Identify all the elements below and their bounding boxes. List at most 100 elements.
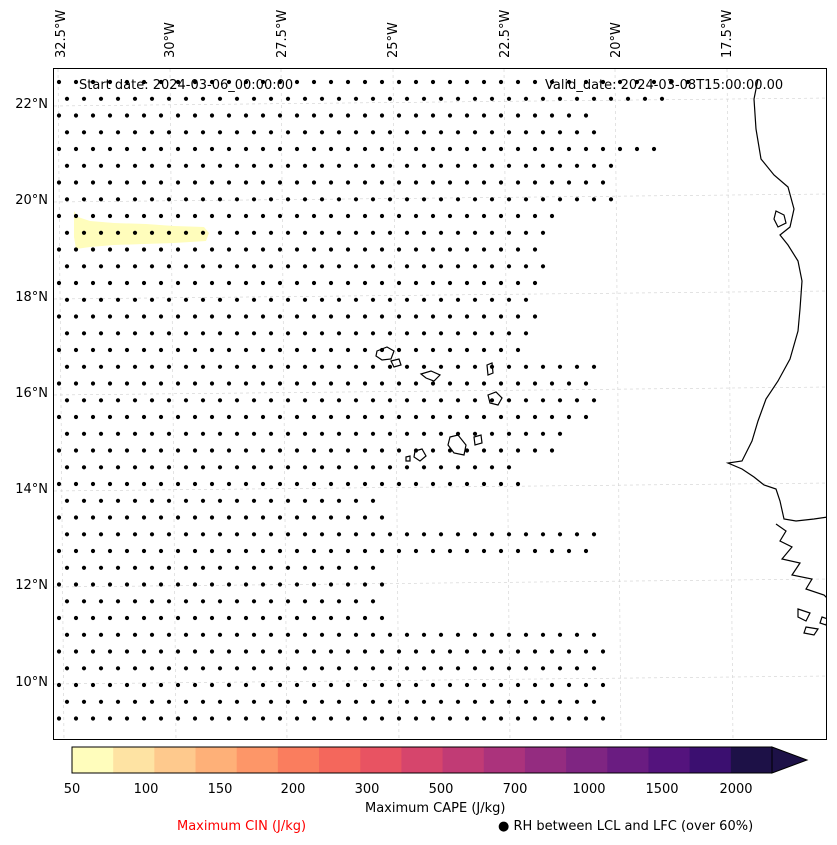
rh-dot	[285, 465, 291, 470]
rh-dot	[234, 666, 240, 671]
rh-dot	[175, 716, 181, 721]
rh-dot	[532, 146, 538, 152]
rh-dot	[192, 146, 198, 152]
rh-dot	[268, 565, 274, 570]
rh-dot	[294, 481, 300, 487]
rh-dot	[81, 498, 87, 503]
rh-dot	[659, 96, 665, 101]
rh-dot	[566, 79, 572, 85]
rh-dot	[192, 414, 198, 420]
rh-dot	[192, 79, 198, 85]
rh-dot	[302, 398, 308, 403]
rh-dot	[481, 548, 487, 554]
rh-dot	[311, 79, 317, 85]
rh-dot	[64, 565, 70, 570]
rh-dot	[226, 649, 232, 654]
rh-dot	[285, 130, 291, 135]
rh-dot	[56, 515, 62, 520]
rh-dot	[124, 481, 130, 487]
rh-dot	[396, 716, 402, 721]
rh-dot	[56, 280, 62, 286]
rh-dot	[387, 264, 393, 269]
rh-dot	[81, 130, 87, 135]
rh-dot	[421, 230, 427, 235]
rh-dot	[387, 398, 393, 403]
rh-dot	[447, 247, 453, 252]
graticule-meridian	[57, 69, 65, 739]
rh-dot	[285, 431, 291, 436]
rh-dot	[294, 213, 300, 219]
rh-dot	[362, 716, 368, 721]
rh-dot	[498, 347, 504, 353]
rh-dot	[277, 682, 283, 688]
rh-dot	[362, 146, 368, 152]
rh-dot	[141, 180, 147, 185]
rh-dot	[506, 699, 512, 704]
rh-dot	[90, 280, 96, 286]
rh-dot	[404, 297, 410, 302]
rh-dot	[73, 615, 79, 621]
rh-dot	[345, 113, 351, 118]
rh-dot	[200, 498, 206, 503]
rh-dot	[387, 197, 393, 202]
rh-dot	[421, 632, 427, 637]
rh-dot	[166, 197, 172, 202]
rh-dot	[217, 666, 223, 671]
rh-dot	[107, 381, 113, 386]
rh-dot	[234, 498, 240, 503]
rh-dot	[319, 431, 325, 436]
rh-dot	[90, 213, 96, 219]
rh-dot	[81, 532, 87, 537]
rh-dot	[472, 431, 478, 436]
rh-dot	[175, 146, 181, 152]
rh-dot	[64, 264, 70, 269]
rh-dot	[557, 532, 563, 537]
rh-dot	[209, 414, 215, 420]
rh-dot	[634, 79, 640, 85]
rh-dot	[336, 532, 342, 537]
rh-dot	[311, 146, 317, 152]
rh-dot	[319, 197, 325, 202]
rh-dot	[73, 180, 79, 185]
rh-dot	[294, 716, 300, 721]
colorbar-segment	[483, 747, 526, 773]
rh-dot	[447, 146, 453, 152]
rh-dot	[447, 548, 453, 554]
rh-dot	[234, 364, 240, 369]
rh-dot	[149, 498, 155, 503]
rh-dot	[336, 632, 342, 637]
lon-label-32-5w: 32.5°W	[54, 9, 69, 58]
rh-dot	[413, 481, 419, 487]
rh-dot	[175, 381, 181, 386]
rh-dot	[455, 264, 461, 269]
rh-dot	[489, 465, 495, 470]
rh-dot	[302, 565, 308, 570]
rh-dot	[243, 414, 249, 420]
rh-dot	[183, 297, 189, 302]
map-canvas	[54, 69, 826, 739]
rh-dot	[404, 197, 410, 202]
rh-dot	[464, 146, 470, 152]
rh-dot	[302, 599, 308, 604]
rh-dot	[583, 548, 589, 554]
rh-dot	[132, 364, 138, 369]
rh-dot	[149, 297, 155, 302]
rh-dot	[464, 247, 470, 252]
rh-dot	[472, 197, 478, 202]
rh-dot	[277, 280, 283, 286]
rh-dot	[90, 180, 96, 185]
rh-dot	[404, 532, 410, 537]
graticule-meridian	[726, 69, 734, 739]
rh-dot	[294, 79, 300, 85]
rh-dot	[209, 247, 215, 252]
rh-dot	[209, 448, 215, 453]
rh-dot	[175, 180, 181, 185]
rh-dot	[387, 666, 393, 671]
rh-dot	[115, 297, 121, 302]
rh-dot	[277, 582, 283, 587]
rh-dot	[311, 481, 317, 487]
rh-dot	[481, 146, 487, 152]
rh-dot	[90, 448, 96, 453]
rh-dot	[124, 515, 130, 520]
rh-dot	[132, 331, 138, 336]
